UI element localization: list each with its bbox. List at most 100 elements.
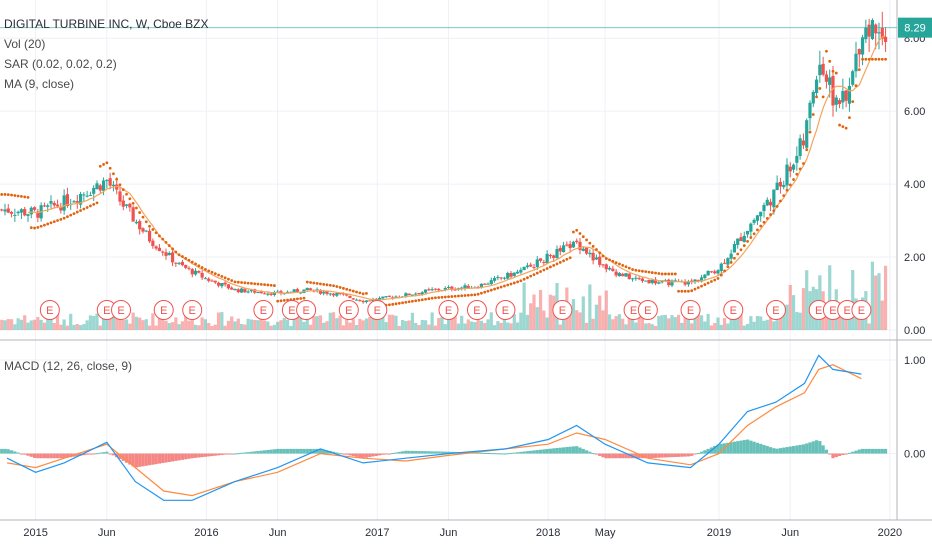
volume-bar	[627, 314, 631, 330]
histogram-bar	[46, 453, 50, 459]
volume-bar	[851, 270, 855, 330]
volume-bar	[151, 313, 155, 330]
earnings-marker-4[interactable]: E	[182, 300, 203, 320]
histogram-bar	[621, 453, 625, 459]
sar-dot	[82, 207, 86, 211]
volume-bar	[322, 322, 326, 330]
earnings-marker-19[interactable]: E	[808, 300, 829, 320]
sar-dot	[483, 290, 487, 294]
sar-dot	[391, 302, 395, 306]
volume-bar	[699, 315, 704, 330]
candle-body	[502, 277, 507, 279]
legend-sar[interactable]: SAR (0.02, 0.02, 0.2)	[4, 57, 117, 71]
earnings-marker-22[interactable]: E	[851, 300, 872, 320]
candle-body	[736, 238, 740, 245]
candle-body	[640, 278, 645, 282]
histogram-bar	[660, 453, 664, 458]
histogram-bar	[778, 448, 783, 454]
histogram-bar	[131, 453, 135, 467]
sar-dot	[844, 126, 848, 130]
sar-dot	[13, 194, 17, 197]
earnings-marker-0[interactable]: E	[39, 300, 60, 320]
volume-bar	[473, 322, 477, 330]
earnings-marker-8[interactable]: E	[338, 300, 359, 320]
volume-bar	[844, 311, 848, 330]
candle-body	[19, 209, 24, 213]
histogram-bar	[55, 453, 60, 459]
time-tick-label-9: Jun	[781, 527, 799, 539]
macd-title[interactable]: MACD (12, 26, close, 9)	[4, 359, 133, 373]
histogram-bar	[216, 453, 221, 456]
histogram-bar	[193, 453, 198, 458]
histogram-bar	[644, 453, 648, 459]
candle-body	[453, 289, 457, 291]
sar-dot	[148, 224, 151, 228]
sar-dot	[838, 123, 841, 127]
histogram-bar	[614, 453, 618, 459]
volume-bar	[686, 318, 691, 330]
histogram-bar	[285, 448, 290, 454]
earnings-marker-16[interactable]: E	[680, 300, 701, 320]
earnings-marker-label: E	[815, 305, 822, 317]
sar-dot	[207, 269, 211, 273]
sar-dot	[108, 166, 112, 170]
earnings-marker-11[interactable]: E	[466, 300, 487, 320]
candle-body	[466, 285, 470, 289]
earnings-marker-3[interactable]: E	[153, 300, 174, 320]
candle-body	[509, 273, 513, 277]
histogram-bar	[203, 453, 208, 457]
candle-body	[292, 289, 296, 293]
candle-body	[36, 211, 40, 218]
sar-dot	[667, 272, 671, 276]
histogram-bar	[184, 453, 188, 460]
histogram-bar	[765, 446, 769, 454]
earnings-marker-2[interactable]: E	[111, 300, 132, 320]
earnings-marker-18[interactable]: E	[765, 300, 786, 320]
earnings-marker-13[interactable]: E	[552, 300, 573, 320]
volume-bar	[739, 314, 743, 330]
histogram-bar	[591, 453, 595, 455]
earnings-marker-14[interactable]: E	[623, 300, 644, 320]
last-price-badge-bg	[898, 17, 932, 38]
histogram-bar	[828, 453, 832, 455]
histogram-bar	[450, 451, 454, 454]
earnings-marker-7[interactable]: E	[296, 300, 317, 320]
histogram-bar	[410, 450, 415, 454]
candle-body	[489, 280, 493, 285]
candle-body	[256, 292, 260, 294]
candle-body	[762, 205, 766, 212]
histogram-bar	[138, 453, 142, 467]
legend-vol[interactable]: Vol (20)	[4, 37, 46, 51]
sar-dot	[0, 193, 4, 196]
sar-dot	[309, 281, 312, 284]
sar-dot	[529, 274, 533, 278]
histogram-bar	[584, 450, 589, 454]
time-tick-label-2: 2016	[194, 527, 218, 539]
sar-dot	[762, 220, 766, 224]
candle-body	[601, 264, 605, 266]
candle-body	[187, 267, 191, 269]
volume-bar	[82, 324, 86, 330]
volume-bar	[657, 316, 661, 330]
volume-bar	[584, 322, 589, 330]
earnings-marker-label: E	[46, 305, 53, 317]
earnings-marker-12[interactable]: E	[495, 300, 516, 320]
sar-dot	[20, 195, 23, 198]
earnings-marker-5[interactable]: E	[253, 300, 274, 320]
sar-dot	[388, 303, 391, 307]
earnings-marker-15[interactable]: E	[637, 300, 658, 320]
earnings-marker-9[interactable]: E	[367, 300, 388, 320]
volume-bar	[154, 325, 158, 330]
earnings-marker-17[interactable]: E	[723, 300, 744, 320]
histogram-bar	[295, 448, 300, 454]
legend-ma[interactable]: MA (9, close)	[4, 77, 75, 91]
price-tick-label-3: 6.00	[904, 106, 925, 118]
earnings-marker-10[interactable]: E	[438, 300, 459, 320]
earnings-marker-label: E	[103, 305, 110, 317]
earnings-marker-6[interactable]: E	[281, 300, 302, 320]
sar-dot	[332, 284, 335, 288]
candle-body	[59, 206, 63, 211]
candle-body	[525, 265, 530, 268]
candle-body	[703, 274, 707, 279]
